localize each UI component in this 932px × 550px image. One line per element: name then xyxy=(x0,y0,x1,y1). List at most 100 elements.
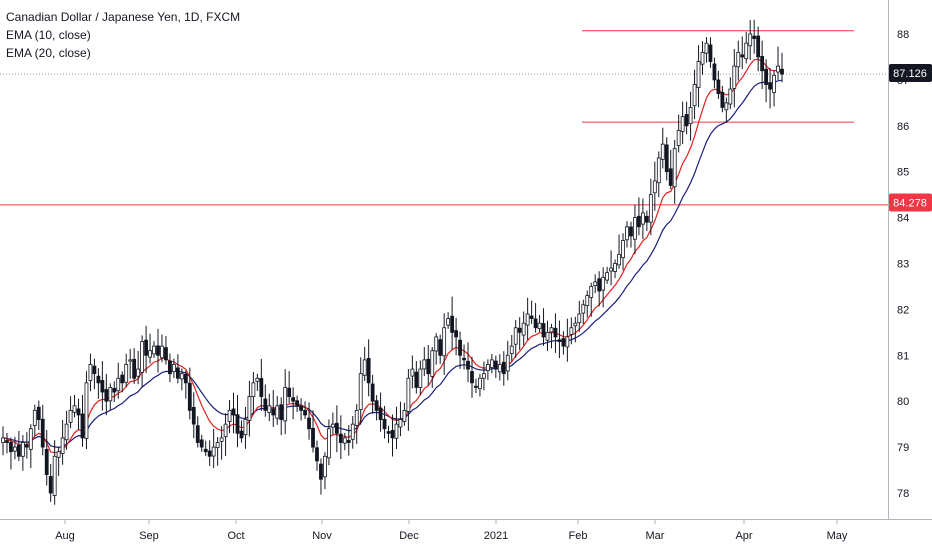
candle-body-down xyxy=(199,439,204,448)
candle-body-up xyxy=(625,226,629,241)
candle xyxy=(223,413,228,456)
candle-body-up xyxy=(521,322,526,336)
symbol-title[interactable]: Canadian Dollar / Japanese Yen, 1D, FXCM xyxy=(6,10,241,24)
candle xyxy=(561,331,566,355)
candle xyxy=(378,392,383,432)
candle-body-up xyxy=(148,350,152,358)
candle-body-down xyxy=(764,68,769,85)
candle xyxy=(581,299,586,324)
candle xyxy=(112,381,117,403)
candle xyxy=(56,446,61,476)
candle-body-up xyxy=(700,51,705,65)
candles-layer xyxy=(1,19,784,505)
candle-body-up xyxy=(124,364,129,383)
candle xyxy=(454,317,458,356)
candle xyxy=(255,373,260,391)
candle xyxy=(485,359,490,380)
candle xyxy=(207,440,212,467)
candle-body-up xyxy=(152,345,156,355)
candle xyxy=(319,458,323,495)
candle-body-up xyxy=(593,281,598,287)
candle-body-up xyxy=(56,451,61,458)
x-tick-label-2021: 2021 xyxy=(484,530,508,542)
candle xyxy=(740,36,745,70)
candle-body-up xyxy=(589,286,594,298)
candle xyxy=(664,137,669,181)
candle-body-up xyxy=(537,322,542,329)
candle-body-down xyxy=(5,440,9,443)
candle xyxy=(88,353,93,392)
candle xyxy=(541,308,546,346)
time-axis[interactable]: Aug Sep Oct Nov Dec 2021 Feb Mar Apr May xyxy=(55,520,848,542)
candle-body-up xyxy=(660,143,665,160)
candle-body-down xyxy=(386,431,391,434)
candle-body-up xyxy=(772,74,776,93)
candle-body-up xyxy=(434,336,439,352)
candle-body-up xyxy=(394,423,399,439)
candle-body-up xyxy=(116,377,121,392)
candle-body-down xyxy=(533,318,538,329)
candle xyxy=(776,46,780,80)
candle xyxy=(164,336,168,365)
candle xyxy=(247,380,252,437)
candle xyxy=(16,430,21,462)
candle-body-down xyxy=(319,463,323,480)
candle xyxy=(263,384,268,417)
candle xyxy=(187,367,192,420)
x-tick-label-sep: Sep xyxy=(139,530,159,542)
candle xyxy=(684,101,689,135)
candle xyxy=(76,398,81,430)
candle-body-down xyxy=(287,387,292,398)
candle-body-up xyxy=(652,180,657,194)
candle-body-up xyxy=(728,88,733,105)
candle-body-down xyxy=(104,389,109,402)
candle-body-down xyxy=(644,215,649,223)
candle-body-up xyxy=(28,428,33,450)
candle xyxy=(426,345,431,386)
candle-body-up xyxy=(442,327,447,357)
horizontal-lines-layer xyxy=(0,30,888,206)
candle-body-down xyxy=(100,379,105,393)
candle-body-down xyxy=(195,425,200,443)
candle xyxy=(493,355,498,379)
candle xyxy=(279,397,284,436)
candle-body-up xyxy=(179,373,184,380)
candle xyxy=(183,370,188,399)
candle xyxy=(259,358,264,411)
candle-body-up xyxy=(247,396,252,421)
candle xyxy=(482,361,486,391)
candle xyxy=(338,415,343,460)
candle xyxy=(28,424,33,469)
candle-body-up xyxy=(68,409,73,423)
candle-body-down xyxy=(752,35,757,39)
candle-body-up xyxy=(64,423,69,441)
candle xyxy=(497,354,502,381)
candle xyxy=(410,355,415,389)
x-tick-label-apr: Apr xyxy=(735,530,752,542)
candle xyxy=(239,420,244,443)
candle-body-down xyxy=(144,339,148,356)
candle xyxy=(96,368,101,399)
candle-body-up xyxy=(323,455,327,478)
y-tick-label-83: 83 xyxy=(897,259,909,271)
candle-body-up xyxy=(585,295,590,307)
candle xyxy=(422,347,427,377)
candle-body-down xyxy=(470,371,474,384)
candle-body-down xyxy=(311,427,315,448)
candle-body-up xyxy=(633,217,637,240)
candle-body-up xyxy=(211,446,216,457)
candle xyxy=(24,432,29,459)
candle xyxy=(172,358,176,378)
candle xyxy=(640,198,645,240)
candle-body-up xyxy=(724,102,729,111)
x-tick-label-nov: Nov xyxy=(312,530,332,542)
candle-body-up xyxy=(32,409,37,426)
candle-body-up xyxy=(430,350,435,377)
indicator-ema20-label[interactable]: EMA (20, close) xyxy=(6,46,91,60)
indicator-ema10-label[interactable]: EMA (10, close) xyxy=(6,28,91,42)
candle xyxy=(617,234,621,269)
candle xyxy=(271,389,276,427)
price-axis[interactable]: 7879808182838485868788 xyxy=(897,29,909,500)
candle-body-down xyxy=(517,327,522,333)
